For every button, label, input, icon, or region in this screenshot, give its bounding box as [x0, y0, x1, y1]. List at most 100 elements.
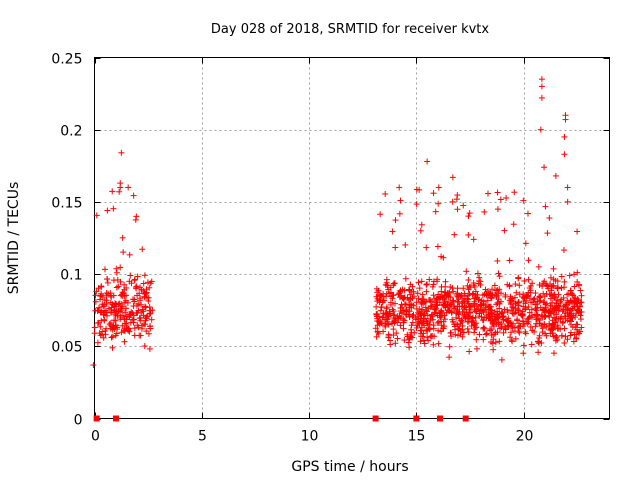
- data-point: [423, 326, 430, 333]
- data-point: [557, 326, 564, 333]
- data-point: [458, 291, 465, 298]
- data-point: [113, 269, 120, 276]
- data-point: [401, 294, 408, 301]
- data-point: [500, 329, 507, 336]
- data-point: [389, 306, 396, 313]
- data-point: [489, 340, 496, 347]
- data-point: [558, 284, 565, 291]
- data-point: [541, 164, 548, 171]
- data-point: [465, 300, 472, 307]
- data-point: [465, 231, 472, 238]
- data-point: [116, 188, 123, 195]
- data-point: [529, 280, 536, 287]
- data-point: [430, 281, 437, 288]
- data-point: [146, 284, 153, 291]
- x-axis-label: GPS time / hours: [291, 459, 408, 475]
- data-point: [553, 297, 560, 304]
- data-point: [547, 291, 554, 298]
- data-point: [93, 212, 100, 219]
- data-point: [466, 210, 473, 217]
- data-point: [102, 308, 109, 315]
- data-point: [400, 325, 407, 332]
- data-point: [478, 302, 485, 309]
- data-point: [141, 303, 148, 310]
- data-point: [119, 322, 126, 329]
- data-point: [537, 293, 544, 300]
- data-point: [402, 241, 409, 248]
- data-point: [441, 297, 448, 304]
- data-point: [465, 286, 472, 293]
- data-point: [576, 330, 583, 337]
- data-point: [552, 337, 559, 344]
- data-point: [389, 320, 396, 327]
- data-point: [511, 294, 518, 301]
- data-point: [429, 303, 436, 310]
- data-point: [389, 295, 396, 302]
- data-point: [446, 354, 453, 361]
- data-point: [568, 307, 575, 314]
- data-point: [459, 300, 466, 307]
- data-point: [560, 303, 567, 310]
- data-point: [92, 298, 99, 305]
- data-point: [432, 301, 439, 308]
- data-point: [412, 314, 419, 321]
- data-point: [523, 293, 530, 300]
- data-point: [126, 278, 133, 285]
- data-point: [147, 323, 154, 330]
- data-point: [578, 309, 585, 316]
- data-point: [488, 310, 495, 317]
- data-point: [423, 281, 430, 288]
- data-point: [407, 295, 414, 302]
- data-point: [490, 332, 497, 339]
- data-point: [94, 320, 101, 327]
- data-point: [391, 311, 398, 318]
- data-point: [408, 322, 415, 329]
- data-point: [377, 318, 384, 325]
- data-point: [442, 278, 449, 285]
- data-point: [548, 287, 555, 294]
- data-point: [566, 272, 573, 279]
- data-point: [543, 324, 550, 331]
- data-point: [460, 285, 467, 292]
- data-point: [496, 273, 503, 280]
- data-point: [113, 265, 120, 272]
- data-point: [130, 192, 137, 199]
- data-point: [562, 116, 569, 123]
- data-point: [390, 314, 397, 321]
- data-point: [98, 283, 105, 290]
- data-point: [135, 324, 142, 331]
- data-point: [567, 318, 574, 325]
- data-point: [143, 314, 150, 321]
- data-point: [554, 278, 561, 285]
- data-point: [413, 201, 420, 208]
- data-point: [442, 301, 449, 308]
- data-point: [463, 268, 470, 275]
- data-point: [387, 337, 394, 344]
- data-point: [512, 309, 519, 316]
- data-point: [91, 330, 98, 337]
- data-point: [558, 314, 565, 321]
- data-point: [482, 304, 489, 311]
- data-point: [140, 312, 147, 319]
- data-point: [520, 303, 527, 310]
- data-point: [494, 314, 501, 321]
- data-point: [387, 299, 394, 306]
- data-point: [477, 301, 484, 308]
- data-point: [435, 184, 442, 191]
- data-point: [553, 311, 560, 318]
- data-point: [533, 316, 540, 323]
- data-point: [379, 299, 386, 306]
- data-point: [538, 76, 545, 83]
- data-point: [103, 312, 110, 319]
- data-point: [567, 287, 574, 294]
- data-point: [95, 307, 102, 314]
- data-point: [527, 323, 534, 330]
- data-point: [466, 303, 473, 310]
- data-point: [90, 362, 97, 369]
- data-point: [558, 273, 565, 280]
- data-point: [409, 312, 416, 319]
- data-point: [578, 324, 585, 331]
- grid: [94, 57, 610, 419]
- data-point: [571, 331, 578, 338]
- data-point: [110, 205, 117, 212]
